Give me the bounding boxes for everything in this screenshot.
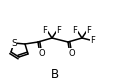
Text: B: B [51,67,59,81]
Text: O: O [69,48,75,58]
Text: F: F [91,36,95,44]
Text: O: O [39,48,45,58]
Text: S: S [11,39,17,47]
Text: F: F [57,25,61,35]
Text: F: F [87,25,91,35]
Text: F: F [73,25,77,35]
Text: F: F [43,25,47,35]
